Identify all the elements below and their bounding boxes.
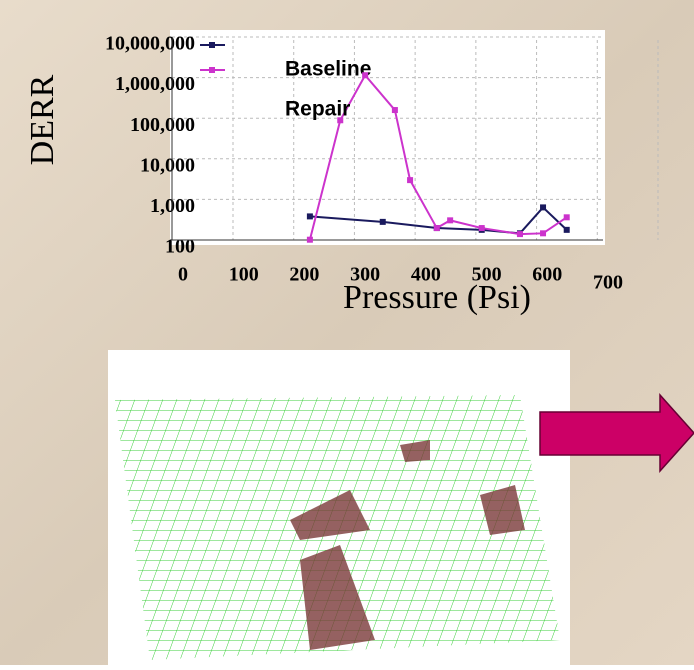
x-tick-label: 500 bbox=[472, 264, 502, 286]
point bbox=[447, 217, 453, 223]
point bbox=[540, 230, 546, 236]
point bbox=[307, 213, 313, 219]
chart-panel bbox=[170, 30, 605, 245]
x-tick-label: 200 bbox=[289, 264, 319, 286]
legend-marker bbox=[209, 67, 215, 73]
x-tick-label: 600 bbox=[532, 264, 562, 286]
point bbox=[434, 225, 440, 231]
y-tick-label: 100,000 bbox=[130, 114, 195, 136]
point bbox=[540, 204, 546, 210]
point bbox=[392, 107, 398, 113]
x-tick-label: 300 bbox=[350, 264, 380, 286]
y-tick-label: 10,000,000 bbox=[105, 33, 195, 55]
y-tick-label: 100 bbox=[165, 236, 195, 258]
legend-label: Baseline bbox=[285, 58, 371, 81]
point bbox=[307, 237, 313, 243]
x-tick-label: 0 bbox=[178, 264, 188, 286]
legend-label: Repair bbox=[285, 98, 350, 121]
legend-marker bbox=[209, 42, 215, 48]
point bbox=[362, 72, 368, 78]
point bbox=[407, 177, 413, 183]
y-tick-label: 1,000,000 bbox=[115, 73, 195, 95]
slide: Pressure (Psi) DERR 1001,00010,000100,00… bbox=[0, 0, 694, 665]
point bbox=[479, 225, 485, 231]
point bbox=[564, 214, 570, 220]
point bbox=[380, 219, 386, 225]
point bbox=[517, 231, 523, 237]
y-tick-label: 10,000 bbox=[140, 154, 195, 176]
x-tick-label: 400 bbox=[411, 264, 441, 286]
x-tick-label: 700 bbox=[593, 272, 623, 294]
point bbox=[564, 227, 570, 233]
y-axis-label: DERR bbox=[24, 74, 61, 165]
x-tick-label: 100 bbox=[229, 264, 259, 286]
